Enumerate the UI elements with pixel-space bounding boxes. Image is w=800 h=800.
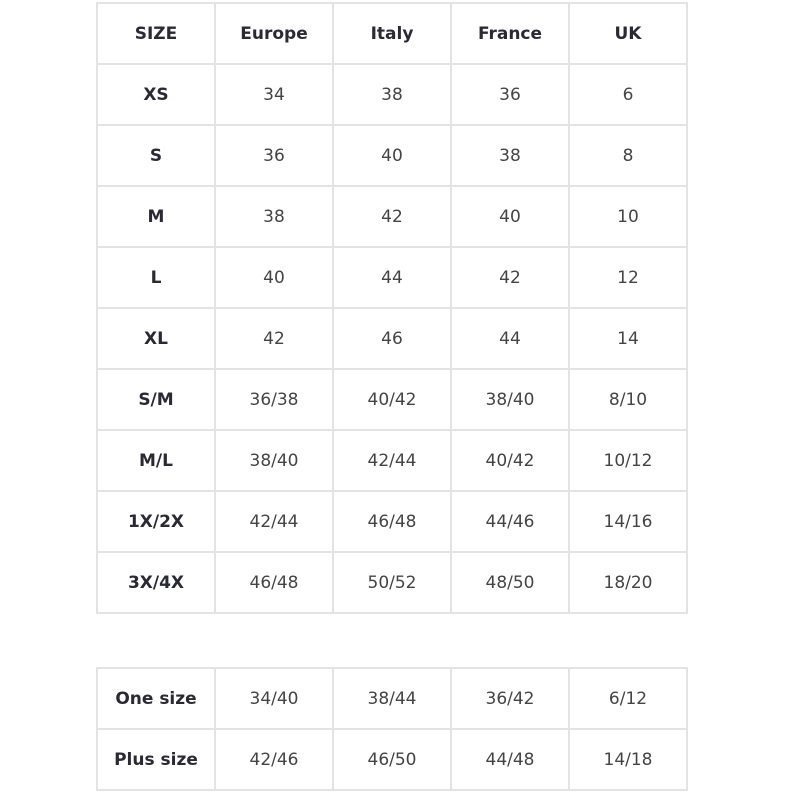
table-row: L 40 44 42 12 (96, 246, 688, 309)
size-value-cell: 34/40 (214, 667, 334, 730)
size-value-cell: 42/44 (214, 490, 334, 553)
size-value-cell: 46/50 (332, 728, 452, 791)
column-header: UK (568, 2, 688, 65)
size-value-cell: 46 (332, 307, 452, 370)
size-label-cell: XL (96, 307, 216, 370)
table-row: XS 34 38 36 6 (96, 63, 688, 126)
size-value-cell: 14 (568, 307, 688, 370)
table-row: XL 42 46 44 14 (96, 307, 688, 370)
table-row: S/M 36/38 40/42 38/40 8/10 (96, 368, 688, 431)
size-value-cell: 42 (450, 246, 570, 309)
size-value-cell: 50/52 (332, 551, 452, 614)
size-value-cell: 6 (568, 63, 688, 126)
size-value-cell: 44/46 (450, 490, 570, 553)
size-label-cell: L (96, 246, 216, 309)
size-value-cell: 44 (332, 246, 452, 309)
size-value-cell: 6/12 (568, 667, 688, 730)
size-value-cell: 38/40 (214, 429, 334, 492)
size-value-cell: 40/42 (450, 429, 570, 492)
column-header: France (450, 2, 570, 65)
size-value-cell: 36 (450, 63, 570, 126)
size-label-cell: 1X/2X (96, 490, 216, 553)
size-value-cell: 8/10 (568, 368, 688, 431)
size-label-cell: M (96, 185, 216, 248)
size-value-cell: 34 (214, 63, 334, 126)
column-header: SIZE (96, 2, 216, 65)
table-row: Plus size 42/46 46/50 44/48 14/18 (96, 728, 688, 791)
table-row: One size 34/40 38/44 36/42 6/12 (96, 667, 688, 730)
size-value-cell: 40 (214, 246, 334, 309)
header-row: SIZE Europe Italy France UK (96, 2, 688, 65)
size-value-cell: 42/46 (214, 728, 334, 791)
size-value-cell: 10/12 (568, 429, 688, 492)
size-value-cell: 14/18 (568, 728, 688, 791)
table-row: M 38 42 40 10 (96, 185, 688, 248)
size-value-cell: 38 (332, 63, 452, 126)
size-chart-table: SIZE Europe Italy France UK XS 34 38 36 6 S 36 40 38 8… (96, 2, 688, 614)
size-value-cell: 48/50 (450, 551, 570, 614)
size-value-cell: 36/38 (214, 368, 334, 431)
size-value-cell: 38/44 (332, 667, 452, 730)
size-value-cell: 36/42 (450, 667, 570, 730)
column-header: Europe (214, 2, 334, 65)
size-value-cell: 36 (214, 124, 334, 187)
one-plus-size-table: One size 34/40 38/44 36/42 6/12 Plus size 42/4… (96, 667, 688, 791)
table-row: M/L 38/40 42/44 40/42 10/12 (96, 429, 688, 492)
size-value-cell: 40/42 (332, 368, 452, 431)
size-value-cell: 38 (450, 124, 570, 187)
size-value-cell: 38/40 (450, 368, 570, 431)
size-label-cell: S/M (96, 368, 216, 431)
table-row: 1X/2X 42/44 46/48 44/46 14/16 (96, 490, 688, 553)
size-value-cell: 40 (332, 124, 452, 187)
size-value-cell: 42 (332, 185, 452, 248)
size-value-cell: 10 (568, 185, 688, 248)
size-value-cell: 44 (450, 307, 570, 370)
size-label-cell: Plus size (96, 728, 216, 791)
column-header: Italy (332, 2, 452, 65)
size-value-cell: 40 (450, 185, 570, 248)
size-label-cell: 3X/4X (96, 551, 216, 614)
size-value-cell: 8 (568, 124, 688, 187)
size-value-cell: 18/20 (568, 551, 688, 614)
size-value-cell: 46/48 (332, 490, 452, 553)
size-value-cell: 14/16 (568, 490, 688, 553)
size-value-cell: 42/44 (332, 429, 452, 492)
table-row: 3X/4X 46/48 50/52 48/50 18/20 (96, 551, 688, 614)
size-value-cell: 38 (214, 185, 334, 248)
size-label-cell: One size (96, 667, 216, 730)
size-label-cell: XS (96, 63, 216, 126)
size-label-cell: M/L (96, 429, 216, 492)
size-value-cell: 46/48 (214, 551, 334, 614)
size-value-cell: 42 (214, 307, 334, 370)
size-label-cell: S (96, 124, 216, 187)
size-value-cell: 12 (568, 246, 688, 309)
table-row: S 36 40 38 8 (96, 124, 688, 187)
size-value-cell: 44/48 (450, 728, 570, 791)
